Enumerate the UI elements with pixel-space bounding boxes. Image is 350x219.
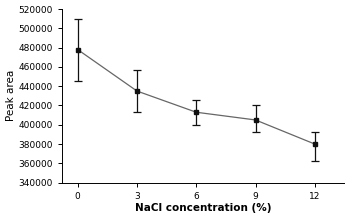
Y-axis label: Peak area: Peak area <box>6 70 15 122</box>
X-axis label: NaCl concentration (%): NaCl concentration (%) <box>135 203 271 214</box>
